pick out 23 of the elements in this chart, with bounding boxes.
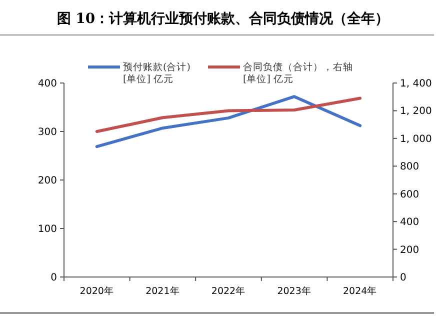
legend-label: 预付账款(合计) [单位] 亿元 <box>123 61 190 85</box>
y2-tick-label: 600 <box>400 189 420 200</box>
y2-tick-label: 1, 200 <box>400 106 432 118</box>
y2-tick-label: 200 <box>400 244 420 256</box>
y2-tick-label: 1, 000 <box>400 134 432 145</box>
y-tick-label: 200 <box>38 176 57 186</box>
line-series <box>95 96 362 133</box>
y2-tick-label: 0 <box>400 272 406 284</box>
x-tick-label: 2022年 <box>211 285 246 297</box>
y2-tick-label: 400 <box>400 217 420 228</box>
x-tick-label: 2024年 <box>343 285 378 297</box>
y-tick-label: 100 <box>38 224 57 235</box>
y-tick-label: 400 <box>38 78 57 90</box>
y2-tick-label: 800 <box>400 162 420 173</box>
legend-label: 合同负债（合计），右轴 [单位] 亿元 <box>243 61 353 85</box>
chart-title: 图 10：计算机行业预付账款、合同负债情况（全年） <box>56 11 390 27</box>
y-tick-label: 0 <box>50 272 57 284</box>
x-tick-label: 2021年 <box>146 285 180 297</box>
x-tick-label: 2020年 <box>80 285 114 297</box>
y-tick-label: 300 <box>38 127 57 138</box>
y2-tick-label: 1, 400 <box>400 78 432 90</box>
x-tick-label: 2023年 <box>277 285 312 297</box>
line-series <box>95 95 362 148</box>
